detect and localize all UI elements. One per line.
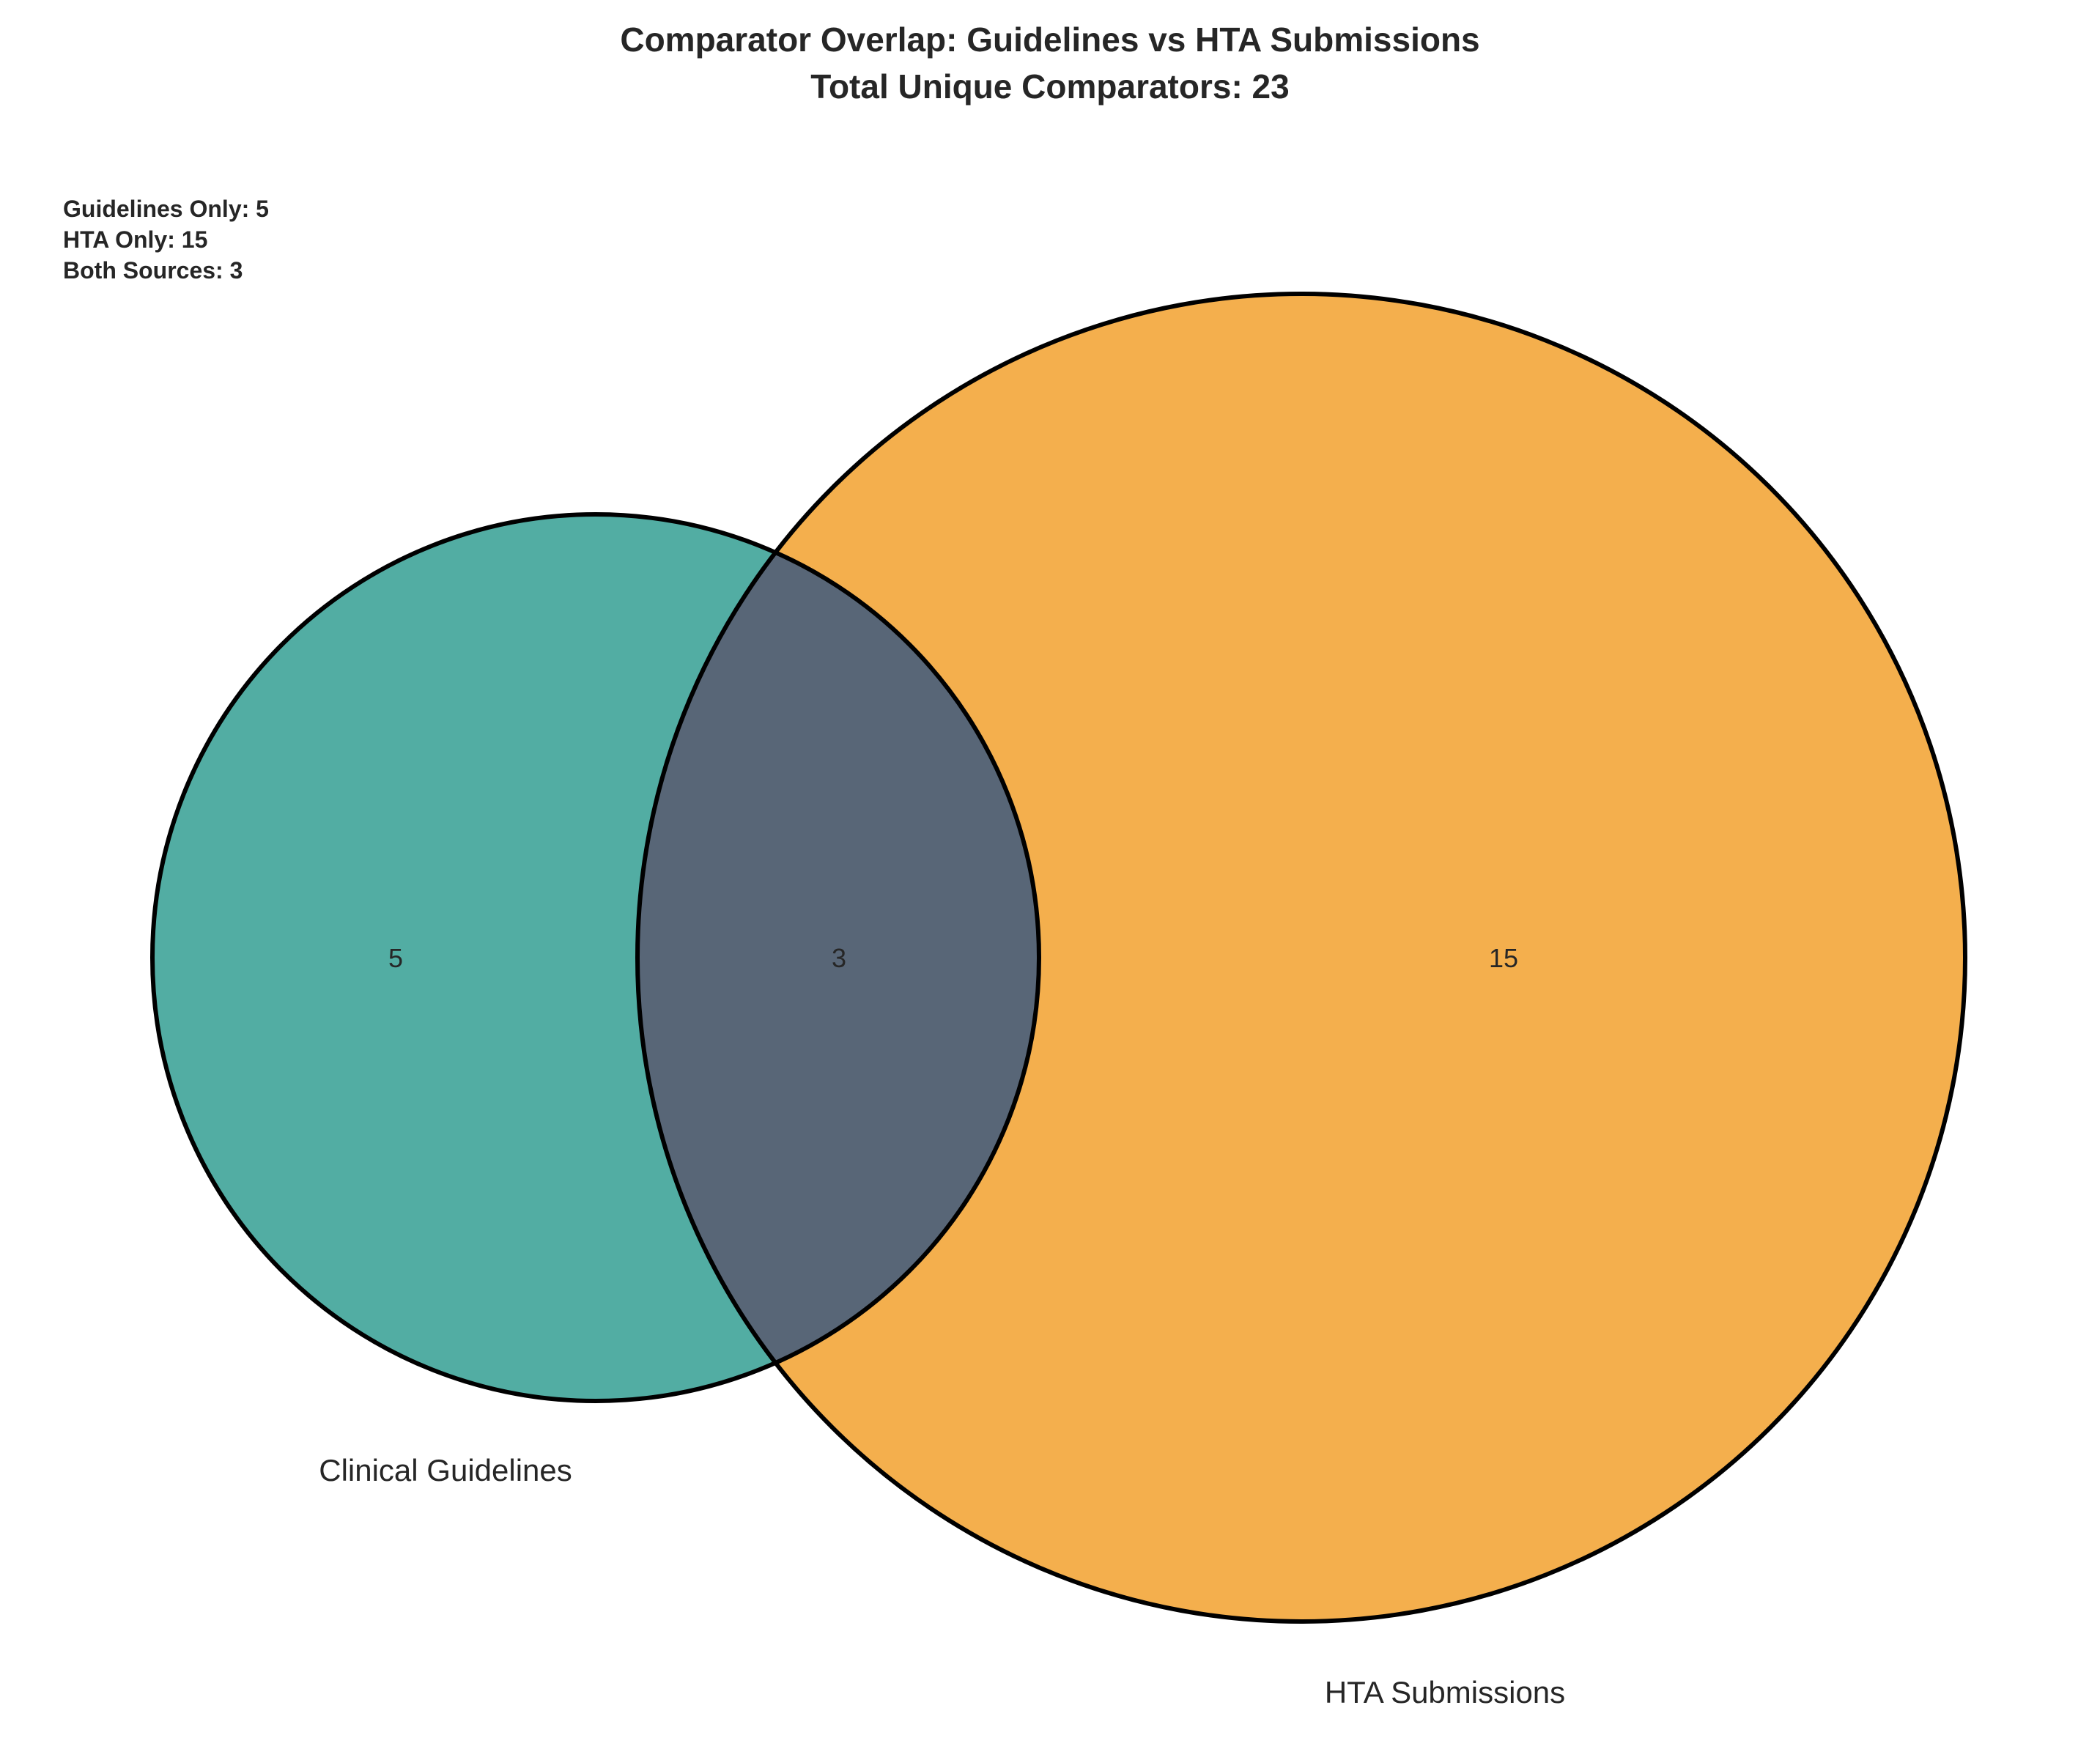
hta-circle	[637, 294, 1965, 1622]
summary-hta-only: HTA Only: 15	[63, 226, 207, 253]
overlap-count: 3	[832, 943, 846, 973]
summary-guidelines-only: Guidelines Only: 5	[63, 196, 269, 222]
guidelines-only-count: 5	[388, 943, 403, 973]
hta-circle-outline	[635, 292, 1967, 1624]
guidelines-set-label: Clinical Guidelines	[319, 1453, 572, 1487]
hta-only-count: 15	[1489, 943, 1518, 973]
hta-set-label: HTA Submissions	[1325, 1675, 1565, 1709]
summary-both-sources: Both Sources: 3	[63, 257, 243, 284]
chart-subtitle: Total Unique Comparators: 23	[810, 67, 1289, 106]
guidelines-circle-outline	[150, 512, 1041, 1403]
chart-title: Comparator Overlap: Guidelines vs HTA Su…	[620, 21, 1479, 59]
